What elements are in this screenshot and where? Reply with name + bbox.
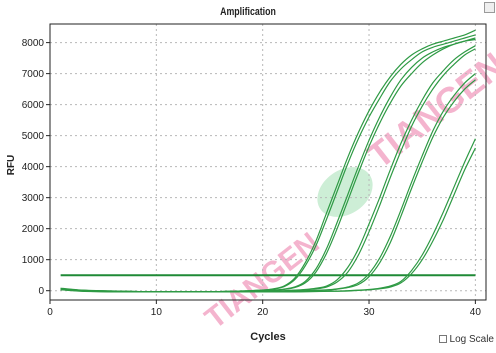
x-tick-label: 40 bbox=[470, 307, 482, 318]
x-axis-ticks: 0 10 20 30 40 bbox=[47, 300, 481, 318]
y-tick-label: 0 bbox=[38, 286, 44, 297]
corner-button[interactable] bbox=[484, 2, 495, 13]
y-tick-label: 2000 bbox=[22, 224, 45, 235]
log-scale-checkbox[interactable] bbox=[438, 335, 447, 343]
x-tick-label: 30 bbox=[363, 307, 375, 318]
amplification-curve bbox=[60, 37, 476, 293]
log-scale-toggle[interactable]: Log Scale bbox=[438, 333, 494, 345]
amplification-curve bbox=[60, 38, 476, 293]
y-tick-label: 3000 bbox=[22, 193, 45, 204]
x-axis-label: Cycles bbox=[250, 331, 285, 343]
plot-area-frame bbox=[49, 23, 487, 301]
y-tick-label: 8000 bbox=[22, 38, 45, 49]
y-tick-label: 6000 bbox=[22, 100, 45, 111]
series bbox=[60, 29, 476, 293]
y-tick-label: 5000 bbox=[22, 131, 45, 142]
log-scale-label: Log Scale bbox=[449, 333, 494, 345]
y-tick-label: 7000 bbox=[22, 69, 45, 80]
y-tick-label: 4000 bbox=[22, 162, 45, 173]
y-axis-label: RFU bbox=[6, 155, 17, 176]
x-tick-label: 20 bbox=[257, 307, 269, 318]
x-tick-label: 0 bbox=[47, 307, 53, 318]
amplification-curve bbox=[60, 34, 476, 293]
chart-title: Amplification bbox=[220, 6, 276, 18]
watermark-leaf-shape bbox=[317, 167, 373, 217]
y-tick-label: 1000 bbox=[22, 255, 45, 266]
axes bbox=[49, 23, 487, 301]
y-axis-ticks: 0 1000 2000 3000 4000 5000 6000 7000 8000 bbox=[22, 38, 50, 297]
x-tick-label: 10 bbox=[151, 307, 163, 318]
amplification-curve bbox=[60, 29, 476, 293]
amplification-curve bbox=[60, 147, 476, 293]
